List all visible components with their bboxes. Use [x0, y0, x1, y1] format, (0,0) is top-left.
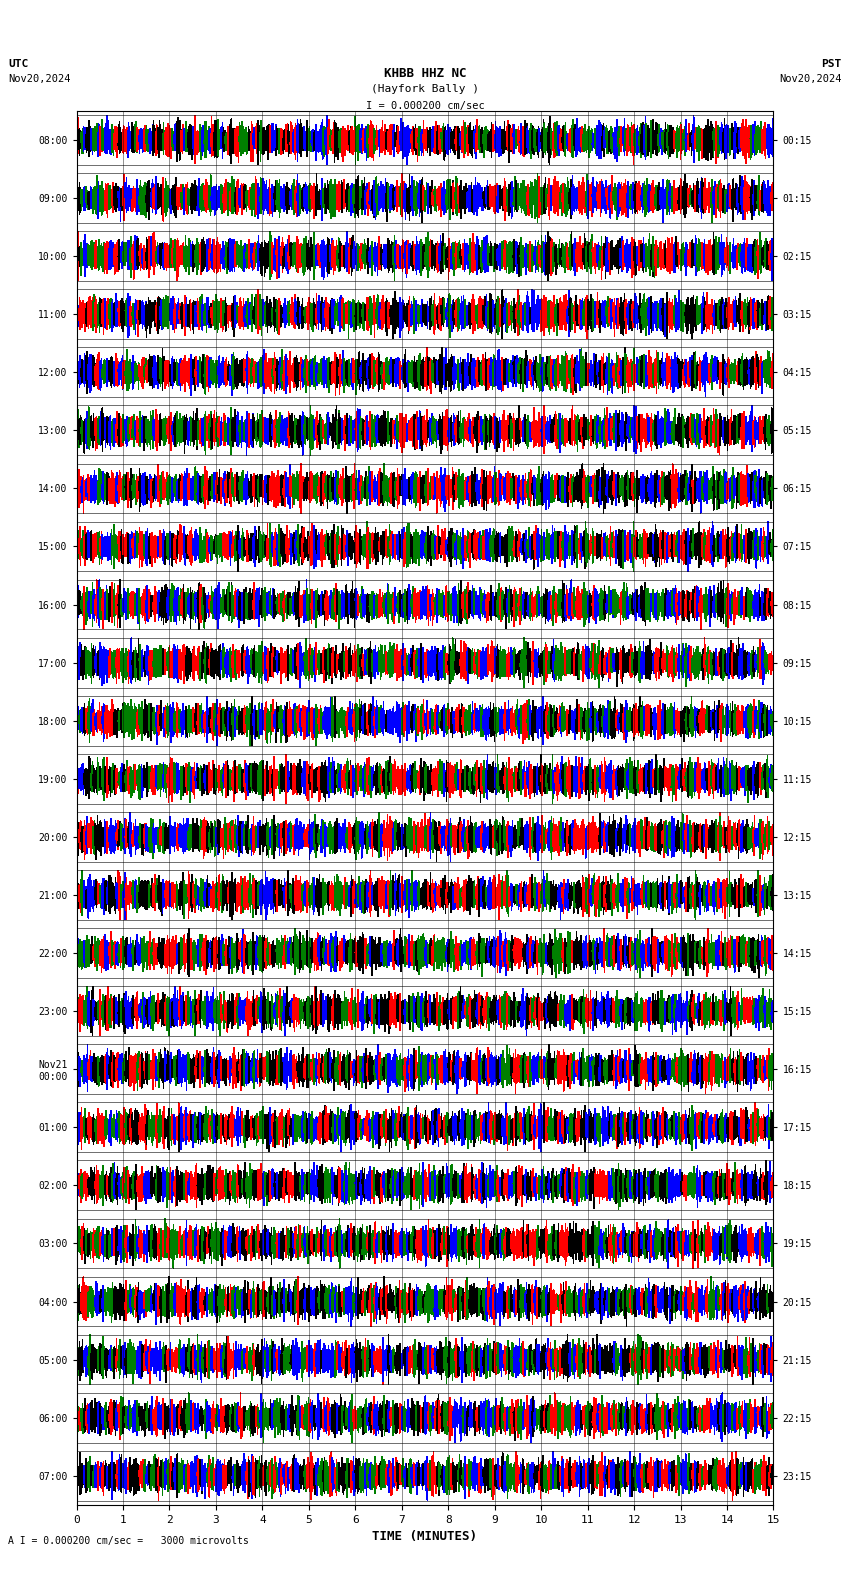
Text: Nov20,2024: Nov20,2024	[779, 74, 842, 84]
X-axis label: TIME (MINUTES): TIME (MINUTES)	[372, 1530, 478, 1543]
Text: Nov20,2024: Nov20,2024	[8, 74, 71, 84]
Text: UTC: UTC	[8, 59, 29, 68]
Text: KHBB HHZ NC: KHBB HHZ NC	[383, 67, 467, 79]
Text: PST: PST	[821, 59, 842, 68]
Text: A I = 0.000200 cm/sec =   3000 microvolts: A I = 0.000200 cm/sec = 3000 microvolts	[8, 1536, 249, 1546]
Text: (Hayfork Bally ): (Hayfork Bally )	[371, 84, 479, 93]
Text: I = 0.000200 cm/sec: I = 0.000200 cm/sec	[366, 101, 484, 111]
